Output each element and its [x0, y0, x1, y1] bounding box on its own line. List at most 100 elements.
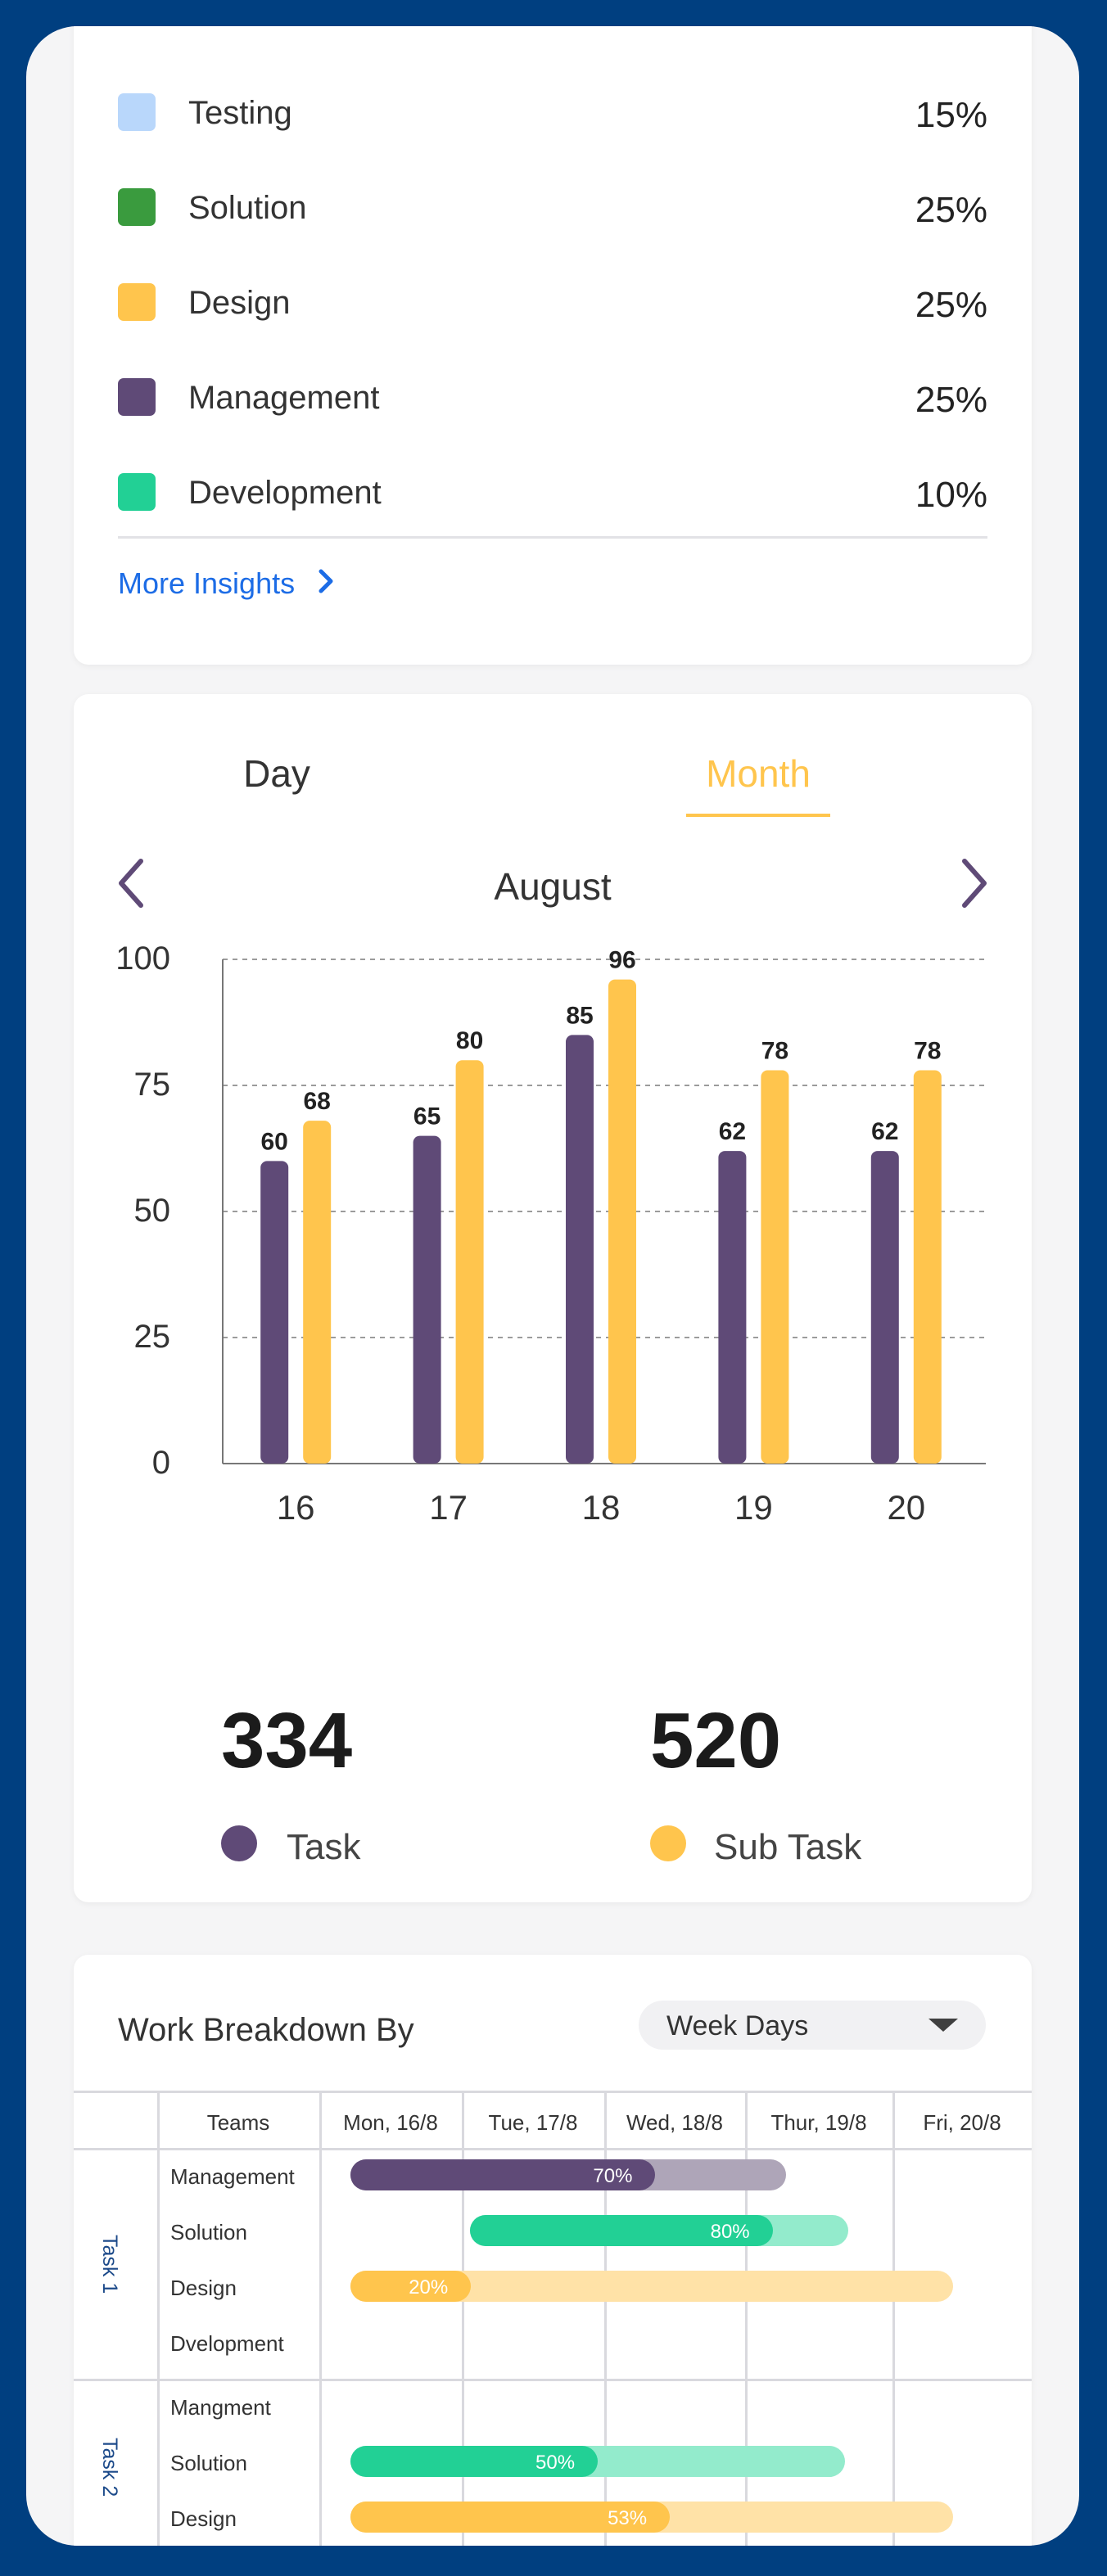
tab-day[interactable]: Day [243, 752, 310, 795]
task-total: 334 [221, 1697, 353, 1784]
column-header: Wed, 18/8 [626, 2110, 724, 2135]
bar-subtask [303, 1121, 332, 1464]
legend-item-design: Design 25% [118, 273, 987, 325]
breakdown-title: Work Breakdown By [118, 2012, 414, 2048]
team-label: Dvelopment [170, 2331, 284, 2356]
column-header: Tue, 17/8 [488, 2110, 578, 2135]
bar-task [870, 1151, 899, 1464]
legend-value: 25% [915, 285, 987, 325]
bar-value-label: 68 [304, 1088, 331, 1115]
y-tick-label: 25 [134, 1319, 171, 1355]
chevron-left-icon [119, 859, 143, 908]
subtask-legend-label: Sub Task [714, 1827, 862, 1867]
progress-percent-label: 50% [535, 2452, 576, 2474]
legend-label: Design [188, 285, 291, 321]
legend-value: 25% [915, 380, 987, 420]
y-tick-label: 50 [134, 1193, 171, 1229]
category-legend-card: Testing 15% Solution 25% Design 25% Mana… [74, 26, 1032, 665]
progress-percent-label: 53% [608, 2507, 648, 2529]
bar-value-label: 80 [456, 1027, 483, 1054]
chevron-right-icon [318, 566, 334, 601]
legend-swatch [118, 283, 156, 321]
legend-item-solution: Solution 25% [118, 178, 987, 230]
progress-fill [470, 2215, 773, 2246]
breakdown-grid: Teams Mon, 16/8 Tue, 17/8 Wed, 18/8 Thur, 19… [74, 1955, 1032, 2546]
legend-swatch [118, 473, 156, 511]
bar-value-label: 78 [914, 1038, 941, 1065]
legend-item-testing: Testing 15% [118, 83, 987, 135]
grid-line [74, 2379, 1032, 2381]
grid-line [319, 2091, 322, 2546]
legend-value: 15% [915, 95, 987, 135]
progress-fill [350, 2502, 671, 2533]
team-label: Mangment [170, 2395, 271, 2420]
bar-subtask [608, 979, 636, 1464]
progress-track: 53% [350, 2502, 953, 2533]
team-label: Solution [170, 2451, 247, 2475]
bar-task [260, 1161, 289, 1464]
tab-month[interactable]: Month [706, 752, 811, 795]
x-tick-label: 16 [277, 1488, 315, 1527]
bar-chart: 0 25 50 75 100 60 68 16 65 80 17 85 96 18 62 78 19 62 78 20 [115, 941, 986, 1527]
more-insights-label: More Insights [118, 566, 296, 600]
legend-item-management: Management 25% [118, 368, 987, 420]
progress-track: 70% [350, 2159, 786, 2190]
bar-value-label: 78 [761, 1038, 788, 1065]
grid-line [74, 2091, 1032, 2093]
grid-line [157, 2091, 160, 2546]
x-tick-label: 18 [582, 1488, 621, 1527]
column-header: Fri, 20/8 [923, 2110, 1001, 2135]
month-label: August [494, 865, 612, 908]
grid-line [74, 2148, 1032, 2150]
breakdown-filter-select[interactable]: Week Days [639, 2001, 986, 2050]
team-label: Management [170, 2164, 295, 2189]
chevron-right-icon [962, 859, 987, 908]
subtask-total: 520 [650, 1697, 782, 1784]
x-tick-label: 19 [734, 1488, 773, 1527]
team-label: Solution [170, 2220, 247, 2244]
bar-value-label: 65 [413, 1103, 441, 1130]
bar-subtask [455, 1060, 484, 1464]
x-tick-label: 20 [887, 1488, 925, 1527]
task-chart-card: Day Month August 0 25 50 75 100 60 68 16 65 80 17 8… [74, 694, 1032, 1902]
legend-label: Testing [188, 95, 292, 131]
legend-value: 25% [915, 190, 987, 230]
task-legend-label: Task [287, 1827, 361, 1867]
breakdown-filter-value: Week Days [666, 2010, 809, 2041]
progress-percent-label: 20% [409, 2276, 449, 2299]
task-legend-dot [221, 1825, 257, 1861]
progress-percent-label: 70% [593, 2165, 633, 2187]
bar-task [718, 1151, 747, 1464]
bar-subtask [761, 1070, 789, 1464]
bar-subtask [913, 1070, 942, 1464]
divider [118, 536, 987, 539]
bar-task [566, 1035, 594, 1464]
y-tick-label: 0 [152, 1445, 170, 1481]
progress-percent-label: 80% [710, 2221, 750, 2243]
legend-swatch [118, 93, 156, 131]
column-header: Thur, 19/8 [770, 2110, 867, 2135]
y-tick-label: 100 [115, 941, 170, 977]
progress-track: 50% [350, 2446, 845, 2477]
bar-task [413, 1135, 441, 1464]
grid-line [892, 2091, 895, 2546]
progress-fill [350, 2446, 598, 2477]
bar-value-label: 85 [566, 1002, 593, 1029]
legend-item-development: Development 10% [118, 463, 987, 515]
task-group-label: Task 1 [98, 2235, 121, 2294]
task-group-label: Task 2 [98, 2438, 121, 2497]
bar-value-label: 60 [261, 1128, 288, 1155]
legend-swatch [118, 378, 156, 416]
team-label: Design [170, 2506, 237, 2531]
work-breakdown-card: Work Breakdown By Week Days Teams Mon, 16… [74, 1955, 1032, 2546]
next-month-button[interactable] [950, 855, 996, 912]
more-insights-link[interactable]: More Insights [118, 566, 334, 601]
subtask-legend-dot [650, 1825, 686, 1861]
previous-month-button[interactable] [110, 855, 156, 912]
grid-line [462, 2091, 464, 2546]
bar-value-label: 96 [608, 947, 635, 974]
bar-value-label: 62 [871, 1118, 898, 1145]
x-tick-label: 17 [429, 1488, 468, 1527]
legend-label: Management [188, 380, 380, 416]
bar-value-label: 62 [719, 1118, 746, 1145]
